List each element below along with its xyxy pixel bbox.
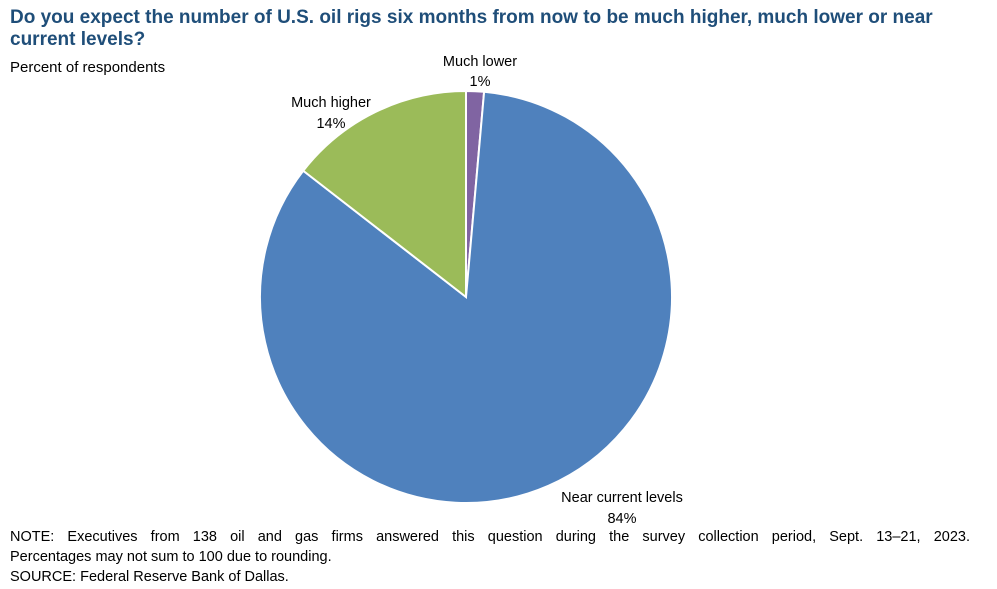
slice-label: Much higher — [291, 95, 371, 111]
slice-value-label: 1% — [470, 74, 491, 90]
chart-title: Do you expect the number of U.S. oil rig… — [10, 7, 933, 50]
note-text-continued: Percentages may not sum to 100 due to ro… — [10, 549, 332, 565]
slice-value-label: 84% — [607, 511, 636, 527]
slice-label: Near current levels — [561, 490, 683, 506]
slice-label: Much lower — [443, 54, 517, 70]
source-text: SOURCE: Federal Reserve Bank of Dallas. — [10, 569, 289, 585]
pie-slice-much-higher — [301, 89, 467, 300]
chart-subtitle: Percent of respondents — [10, 59, 166, 76]
slice-value-label: 14% — [316, 116, 345, 132]
note-text: NOTE: Executives from 138 oil and gas fi… — [10, 529, 970, 545]
footnote: NOTE: Executives from 138 oil and gas fi… — [10, 527, 970, 587]
